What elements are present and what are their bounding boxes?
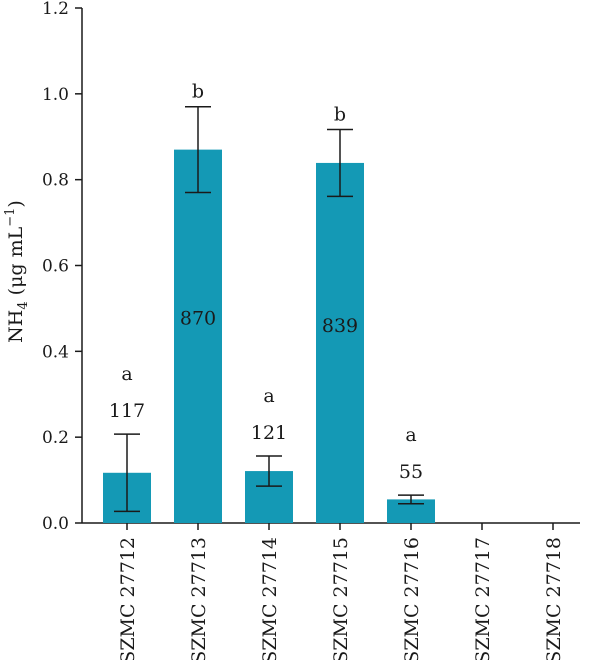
data-label: 55 — [399, 461, 423, 483]
y-title-main: NH — [5, 310, 27, 343]
significance-letter: b — [334, 103, 346, 125]
y-tick-label: 1.2 — [42, 0, 69, 19]
x-tick-label: SZMC 27717 — [472, 537, 494, 660]
x-tick-label: SZMC 27715 — [330, 537, 352, 660]
y-ticks: 0.0 0.2 0.4 0.6 0.8 1.0 1.2 — [42, 0, 82, 534]
x-axis: SZMC 27712 SZMC 27713 SZMC 27714 SZMC 27715… — [82, 522, 580, 660]
y-axis: 0.0 0.2 0.4 0.6 0.8 1.0 1.2 — [42, 0, 83, 534]
y-tick-label: 0.8 — [42, 171, 69, 191]
y-title-rest: (μg mL — [5, 226, 27, 301]
y-tick-label: 0.0 — [42, 514, 69, 534]
x-tick-label: SZMC 27714 — [259, 537, 281, 660]
y-axis-title: NH4 (μg mL−1) — [3, 200, 31, 343]
x-tick-label: SZMC 27712 — [117, 537, 139, 660]
y-title-close: ) — [5, 200, 27, 207]
bar — [387, 499, 435, 523]
significance-letter: a — [121, 363, 132, 385]
data-label: 121 — [251, 422, 287, 444]
y-tick-label: 0.4 — [42, 342, 69, 362]
significance-letter: a — [405, 424, 416, 446]
x-tick-label: SZMC 27718 — [543, 537, 565, 660]
x-ticks: SZMC 27712 SZMC 27713 SZMC 27714 SZMC 27715… — [117, 523, 565, 660]
data-label: 870 — [180, 308, 216, 330]
y-title-sub: 4 — [16, 301, 31, 309]
y-title-sup: −1 — [3, 208, 18, 227]
data-label: 117 — [109, 400, 145, 422]
data-label: 839 — [322, 315, 358, 337]
significance-letter: b — [192, 81, 204, 103]
bar — [316, 162, 364, 523]
bar — [174, 149, 222, 523]
y-tick-label: 0.2 — [42, 428, 69, 448]
error-bars — [114, 105, 424, 513]
data-labels: 117 a 870 b 121 a 839 b 55 a — [109, 81, 423, 483]
x-tick-label: SZMC 27713 — [188, 537, 210, 660]
y-tick-label: 0.6 — [42, 257, 69, 277]
significance-letter: a — [263, 385, 274, 407]
y-tick-label: 1.0 — [42, 85, 69, 105]
x-tick-label: SZMC 27716 — [401, 537, 423, 660]
